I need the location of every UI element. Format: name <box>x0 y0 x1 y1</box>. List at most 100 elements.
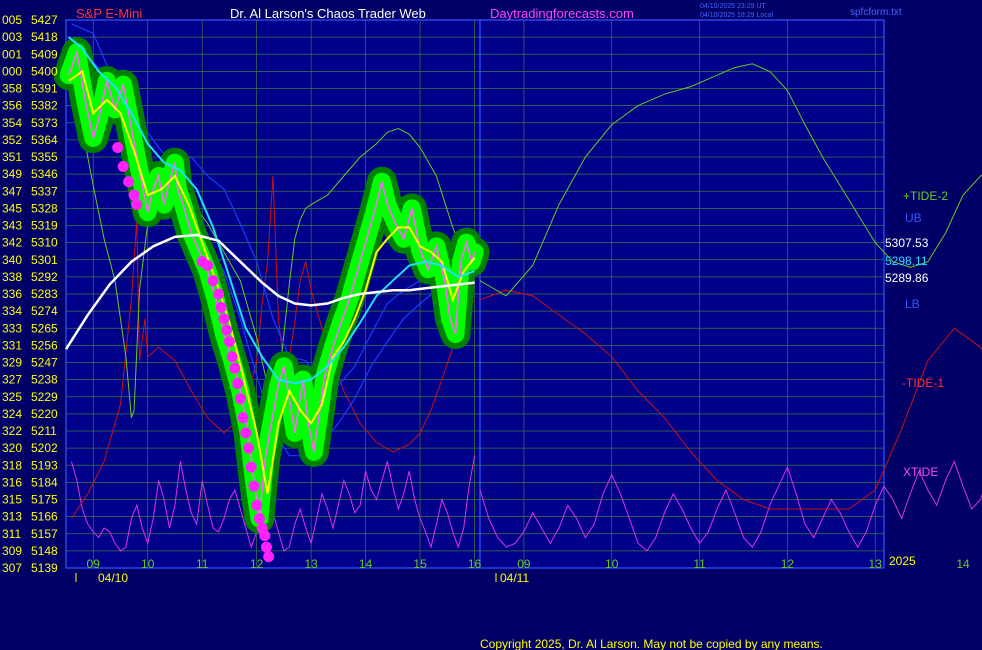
y-tick-code: 001 <box>2 47 22 61</box>
y-tick-price: 5328 <box>31 201 58 215</box>
y-tick-code: 003 <box>2 30 22 44</box>
price-dot <box>242 442 254 454</box>
price-dot <box>234 393 246 405</box>
x-tick-day1: 15 <box>413 557 427 571</box>
site-url[interactable]: Daytradingforecasts.com <box>490 6 634 21</box>
cyan-average-line <box>68 36 475 385</box>
white-average-line <box>64 233 475 350</box>
tide1-line-day2 <box>479 289 982 510</box>
y-tick-price: 5301 <box>31 253 58 267</box>
y-tick-price: 5382 <box>31 99 58 113</box>
x-tick-day1: 12 <box>250 557 264 571</box>
y-tick-price: 5355 <box>31 150 58 164</box>
price-dot <box>226 351 238 363</box>
price-dot <box>263 551 275 563</box>
price-dot <box>229 362 241 374</box>
price-dot <box>223 336 235 348</box>
price-bars-line <box>67 49 476 519</box>
y-tick-code: 354 <box>2 116 22 130</box>
x-tick-day1: 13 <box>304 557 318 571</box>
price-dot <box>253 513 265 525</box>
y-tick-price: 5139 <box>31 561 58 575</box>
y-tick-price: 5166 <box>31 510 58 524</box>
y-tick-price: 5283 <box>31 287 58 301</box>
y-tick-price: 5211 <box>31 424 57 438</box>
price-dot <box>215 301 227 313</box>
y-tick-price: 5148 <box>31 544 58 558</box>
price-dot <box>123 176 135 188</box>
y-tick-code: 322 <box>2 424 22 438</box>
x-tick-day2: 12 <box>781 557 795 571</box>
y-tick-code: 336 <box>2 287 22 301</box>
price-dot <box>245 461 257 473</box>
y-tick-price: 5364 <box>31 133 58 147</box>
tide2-label: +TIDE-2 <box>903 189 948 203</box>
x-tick-day2: 14 <box>956 557 970 571</box>
y-tick-code: 345 <box>2 201 22 215</box>
y-tick-price: 5193 <box>31 458 58 472</box>
source-file: spfcform.txt <box>850 7 902 18</box>
y-tick-code: 324 <box>2 407 22 421</box>
y-tick-code: 347 <box>2 184 22 198</box>
date-label-day2: 04/11 <box>500 571 529 585</box>
y-tick-code: 338 <box>2 270 22 284</box>
ub-value: 5307.53 <box>885 236 929 250</box>
y-tick-price: 5157 <box>31 527 58 541</box>
y-tick-price: 5229 <box>31 390 58 404</box>
y-tick-price: 5238 <box>31 373 58 387</box>
timestamp-local: 04/10/2025 18:29 Local <box>700 12 774 19</box>
price-dot <box>218 313 230 325</box>
x-tick-day1: 16 <box>468 557 482 571</box>
year-label: 2025 <box>889 554 916 568</box>
plot-frame <box>65 19 885 569</box>
y-tick-code: 005 <box>2 13 22 27</box>
price-dot <box>248 480 260 492</box>
y-tick-price: 5184 <box>31 475 58 489</box>
y-tick-code: 333 <box>2 321 22 335</box>
mid-value: 5298.11 <box>885 254 928 268</box>
price-dot <box>117 161 129 173</box>
y-tick-code: 342 <box>2 236 22 250</box>
y-tick-code: 351 <box>2 150 22 164</box>
y-tick-code: 327 <box>2 373 22 387</box>
y-tick-price: 5409 <box>31 47 58 61</box>
x-tick-day2: 10 <box>605 557 619 571</box>
y-tick-code: 320 <box>2 441 22 455</box>
timestamp-utc: 04/10/2025 23:29 UT <box>700 3 766 10</box>
y-tick-code: 307 <box>2 561 22 575</box>
y-tick-code: 309 <box>2 544 22 558</box>
y-tick-price: 5427 <box>31 13 58 27</box>
y-tick-price: 5400 <box>31 64 58 78</box>
site-title: Dr. Al Larson's Chaos Trader Web <box>230 6 426 21</box>
price-dot <box>207 275 219 287</box>
price-dot <box>251 499 263 511</box>
y-tick-price: 5373 <box>31 116 58 130</box>
price-smooth-line <box>68 69 476 494</box>
date-label-day1: 04/10 <box>98 571 128 585</box>
lb-label: LB <box>905 297 920 311</box>
y-tick-code: 316 <box>2 475 22 489</box>
price-dot <box>213 288 225 300</box>
y-tick-code: 356 <box>2 99 22 113</box>
xtide-line-day2 <box>479 460 982 552</box>
price-dot <box>131 199 143 211</box>
y-tick-price: 5274 <box>31 304 58 318</box>
x-tick-day2: 11 <box>693 557 706 571</box>
y-tick-code: 331 <box>2 338 22 352</box>
y-tick-price: 5391 <box>31 82 58 96</box>
tide1-label: -TIDE-1 <box>902 376 944 390</box>
chart-series <box>53 23 982 563</box>
y-tick-code: 343 <box>2 219 22 233</box>
y-tick-code: 000 <box>2 64 22 78</box>
price-dot <box>232 377 244 389</box>
chart-grid <box>65 19 885 569</box>
instrument-title: S&P E-Mini <box>76 6 142 21</box>
tide1-line-day1 <box>70 175 476 519</box>
price-dot <box>240 427 252 439</box>
ub-label: UB <box>905 211 922 225</box>
price-dot <box>237 412 249 424</box>
y-tick-price: 5310 <box>31 236 58 250</box>
y-tick-code: 334 <box>2 304 22 318</box>
price-dot <box>112 141 124 153</box>
